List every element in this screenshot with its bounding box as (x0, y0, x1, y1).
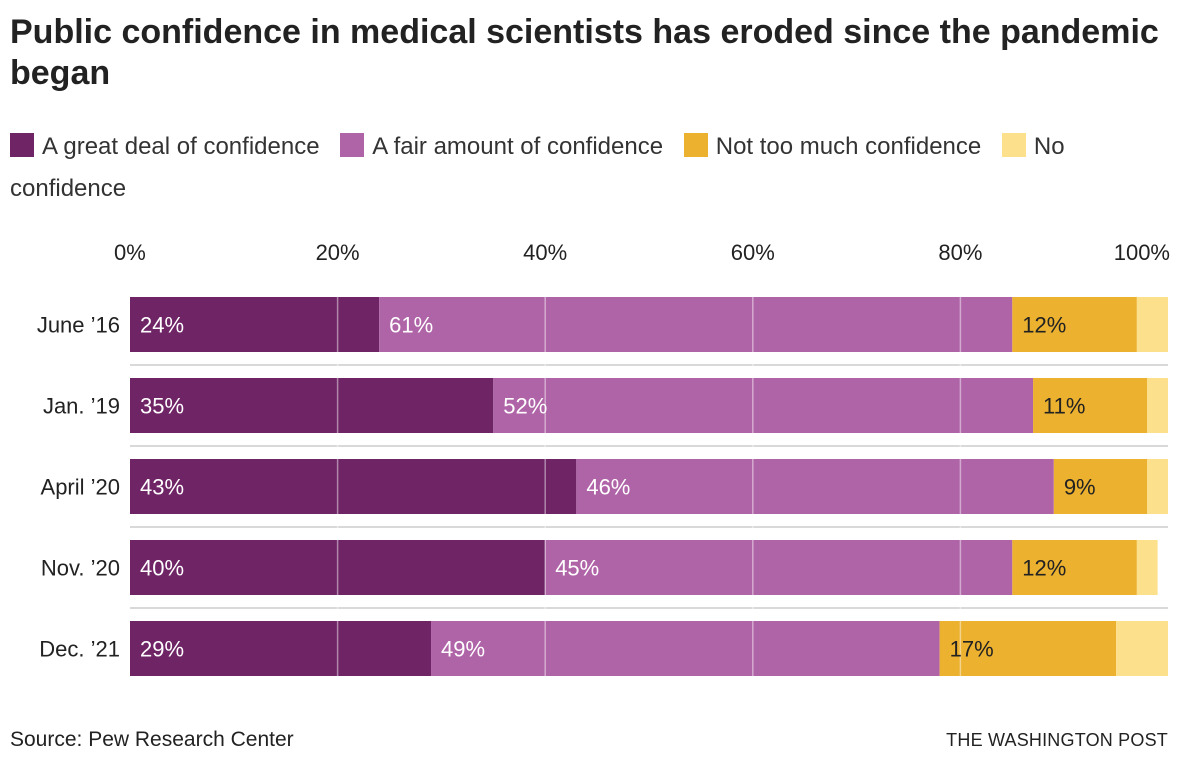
source-note: Source: Pew Research Center (10, 728, 294, 751)
bar-segment (1012, 297, 1137, 352)
bar-segment (576, 459, 1054, 514)
legend-label-no-confidence: No confidence (10, 133, 1065, 202)
bar-segment (130, 459, 577, 514)
data-label: 29% (140, 637, 184, 662)
data-label: 52% (503, 394, 547, 419)
category-label: Dec. ’21 (39, 637, 120, 662)
bar-segment (939, 621, 1117, 676)
bar-segment (1147, 378, 1168, 433)
bar-segment (493, 378, 1034, 433)
legend-item-not-too-much: Not too much confidence (683, 133, 982, 160)
legend-item-great-deal: A great deal of confidence (10, 133, 320, 160)
data-label: 24% (140, 313, 184, 338)
chart-title: Public confidence in medical scientists … (10, 13, 1159, 92)
data-label: 43% (140, 475, 184, 500)
bar-segment (1053, 459, 1148, 514)
legend-label-great-deal: A great deal of confidence (42, 133, 320, 160)
legend-swatch-no-confidence (1001, 133, 1026, 157)
category-label: Jan. ’19 (43, 394, 120, 419)
data-label: 11% (1043, 394, 1085, 419)
legend: A great deal of confidence A fair amount… (10, 126, 1170, 210)
bar-segment (1012, 540, 1137, 595)
publisher-credit: THE WASHINGTON POST (946, 730, 1168, 750)
category-label: June ’16 (37, 313, 120, 338)
bar-segment (431, 621, 940, 676)
bar-segment (379, 297, 1013, 352)
legend-item-no-confidence: No confidence (10, 133, 1065, 202)
category-label: Nov. ’20 (41, 556, 120, 581)
legend-item-fair-amount: A fair amount of confidence (340, 133, 663, 160)
data-label: 49% (441, 637, 485, 662)
bar-segment (1116, 621, 1168, 676)
data-label: 61% (389, 313, 433, 338)
x-tick-label: 80% (938, 240, 982, 265)
bar-segment (1136, 540, 1158, 595)
bar-segment (130, 378, 494, 433)
x-tick-label: 0% (114, 240, 146, 265)
x-tick-label: 60% (731, 240, 775, 265)
bar-segment (545, 540, 1013, 595)
bar-segment (130, 540, 546, 595)
legend-swatch-fair-amount (340, 133, 365, 157)
category-label: April ’20 (41, 475, 120, 500)
data-label: 12% (1022, 556, 1066, 581)
legend-label-not-too-much: Not too much confidence (715, 133, 982, 160)
x-tick-label: 100% (1114, 240, 1170, 265)
data-label: 46% (586, 475, 630, 500)
x-tick-label: 20% (316, 240, 360, 265)
legend-label-fair-amount: A fair amount of confidence (372, 133, 664, 160)
bar-segment (1136, 297, 1168, 352)
data-label: 40% (140, 556, 184, 581)
data-label: 12% (1022, 313, 1066, 338)
data-label: 35% (140, 394, 184, 419)
legend-swatch-great-deal (10, 133, 34, 157)
data-label: 17% (950, 637, 994, 662)
legend-swatch-not-too-much (683, 133, 708, 157)
bar-segment (1147, 459, 1168, 514)
data-label: 45% (555, 556, 599, 581)
x-tick-label: 40% (523, 240, 567, 265)
bar-segment (130, 297, 380, 352)
stacked-bar-chart: 0% 20% 40% 60% 80% 100% June ’16 Jan. ’19 April … (37, 240, 1170, 676)
data-label: 9% (1064, 475, 1096, 500)
bar-segment (1033, 378, 1148, 433)
bar-segment (130, 621, 432, 676)
